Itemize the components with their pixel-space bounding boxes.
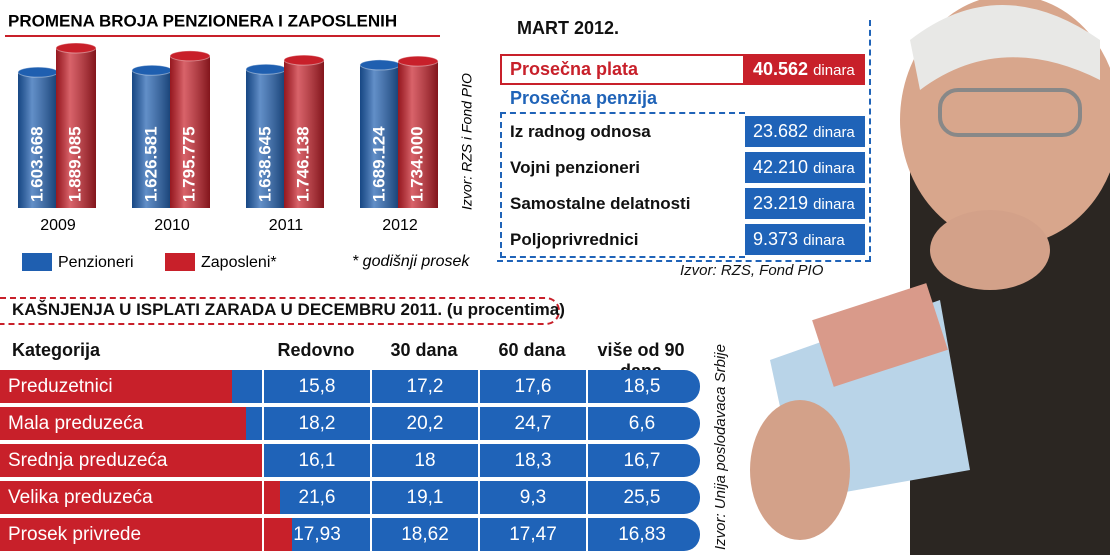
amount: 40.562 bbox=[753, 59, 808, 79]
amount: 23.219 bbox=[753, 193, 808, 213]
amount: 42.210 bbox=[753, 157, 808, 177]
x-tick-label: 2009 bbox=[40, 217, 76, 234]
cell-value: 15,8 bbox=[262, 370, 370, 403]
data-label: 1.734.000 bbox=[407, 126, 426, 202]
wage-label: Prosečna plata bbox=[510, 54, 638, 85]
unit: dinara bbox=[803, 232, 845, 249]
data-label: 1.626.581 bbox=[141, 126, 160, 202]
row-label: Srednja preduzeća bbox=[8, 444, 168, 477]
bar-top bbox=[246, 64, 286, 74]
data-label: 1.689.124 bbox=[369, 126, 388, 202]
amount: 9.373 bbox=[753, 229, 798, 249]
legend-label: Zaposleni* bbox=[201, 254, 277, 271]
salary-source: Izvor: RZS, Fond PIO bbox=[680, 262, 823, 279]
pension-label: Iz radnog odnosa bbox=[510, 116, 651, 147]
column-header: 30 dana bbox=[370, 340, 478, 361]
bar-top bbox=[132, 65, 172, 75]
amount: 23.682 bbox=[753, 121, 808, 141]
cell-value: 20,2 bbox=[370, 407, 478, 440]
cell-value: 18,3 bbox=[478, 444, 586, 477]
data-label: 1.638.645 bbox=[255, 126, 274, 202]
cell-value: 18,5 bbox=[586, 370, 696, 403]
pension-value: 23.682 dinara bbox=[745, 116, 865, 147]
data-label: 1.746.138 bbox=[293, 126, 312, 202]
cell-value: 18,62 bbox=[370, 518, 478, 551]
page: body { margin: 0; width: 1110px; height:… bbox=[0, 0, 1110, 555]
cell-value: 9,3 bbox=[478, 481, 586, 514]
column-header: Kategorija bbox=[12, 340, 100, 361]
infographic: PROMENA BROJA PENZIONERA I ZAPOSLENIH * … bbox=[0, 0, 1110, 555]
delay-title: KAŠNJENJA U ISPLATI ZARADA U DECEMBRU 20… bbox=[12, 300, 565, 320]
cell-value: 21,6 bbox=[262, 481, 370, 514]
cell-value: 18 bbox=[370, 444, 478, 477]
bar-top bbox=[18, 67, 58, 77]
x-tick-label: 2010 bbox=[154, 217, 190, 234]
pension-value: 23.219 dinara bbox=[745, 188, 865, 219]
wage-value: 40.562 dinara bbox=[745, 54, 865, 85]
unit: dinara bbox=[813, 124, 855, 141]
pension-label: Poljoprivrednici bbox=[510, 224, 638, 255]
delay-source: Izvor: Unija poslodavaca Srbije bbox=[712, 344, 729, 550]
unit: dinara bbox=[813, 196, 855, 213]
pension-value: 9.373 dinara bbox=[745, 224, 865, 255]
column-header: Redovno bbox=[262, 340, 370, 361]
x-tick-label: 2012 bbox=[382, 217, 418, 234]
pension-label: Samostalne delatnosti bbox=[510, 188, 690, 219]
column-header: 60 dana bbox=[478, 340, 586, 361]
footnote: * godišnji prosek bbox=[352, 253, 470, 270]
hand bbox=[930, 210, 1050, 290]
legend-label: Penzioneri bbox=[58, 254, 134, 271]
cell-value: 17,2 bbox=[370, 370, 478, 403]
cell-value: 16,7 bbox=[586, 444, 696, 477]
cell-value: 16,1 bbox=[262, 444, 370, 477]
cell-value: 16,83 bbox=[586, 518, 696, 551]
pension-label: Vojni penzioneri bbox=[510, 152, 640, 183]
cell-value: 6,6 bbox=[586, 407, 696, 440]
unit: dinara bbox=[813, 62, 855, 79]
chart-title: PROMENA BROJA PENZIONERA I ZAPOSLENIH bbox=[8, 11, 397, 30]
bar-top bbox=[284, 55, 324, 65]
salary-heading: MART 2012. bbox=[517, 18, 619, 39]
x-tick-label: 2011 bbox=[269, 217, 304, 234]
bar-top bbox=[56, 43, 96, 53]
cell-value: 24,7 bbox=[478, 407, 586, 440]
data-label: 1.795.775 bbox=[179, 126, 198, 202]
bar-top bbox=[398, 56, 438, 66]
pension-value: 42.210 dinara bbox=[745, 152, 865, 183]
cell-value: 17,47 bbox=[478, 518, 586, 551]
cell-value: 19,1 bbox=[370, 481, 478, 514]
source: Izvor: RZS i Fond PIO bbox=[459, 73, 475, 210]
bar-top bbox=[170, 51, 210, 61]
legend-swatch bbox=[165, 253, 195, 271]
unit: dinara bbox=[813, 160, 855, 177]
hand bbox=[750, 400, 850, 540]
chart: PROMENA BROJA PENZIONERA I ZAPOSLENIH * … bbox=[0, 0, 480, 285]
cell-value: 18,2 bbox=[262, 407, 370, 440]
row-label: Velika preduzeća bbox=[8, 481, 153, 514]
pension-heading: Prosečna penzija bbox=[510, 88, 657, 109]
data-label: 1.603.668 bbox=[27, 126, 46, 202]
bar-top bbox=[360, 60, 400, 70]
row-label: Prosek privrede bbox=[8, 518, 141, 551]
cell-value: 25,5 bbox=[586, 481, 696, 514]
row-label: Mala preduzeća bbox=[8, 407, 143, 440]
cell-value: 17,93 bbox=[262, 518, 370, 551]
data-label: 1.889.085 bbox=[65, 126, 84, 202]
cell-value: 17,6 bbox=[478, 370, 586, 403]
row-label: Preduzetnici bbox=[8, 370, 113, 403]
legend-swatch bbox=[22, 253, 52, 271]
